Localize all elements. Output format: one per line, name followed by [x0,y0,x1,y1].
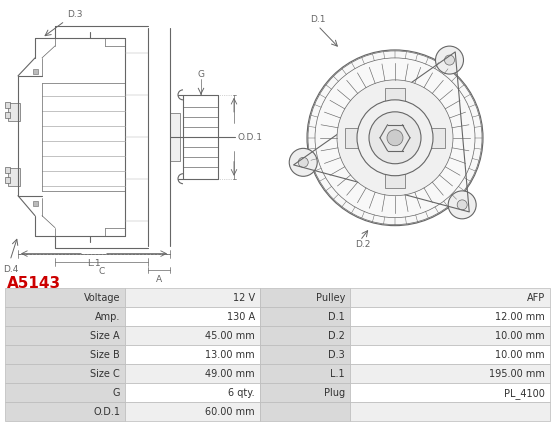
Bar [125,402,260,421]
Text: Size A: Size A [90,331,120,341]
Text: Pulley: Pulley [316,293,345,303]
Text: D.2: D.2 [328,331,345,341]
Circle shape [387,131,403,146]
Bar [350,288,550,307]
Text: 130 A: 130 A [227,312,255,321]
Circle shape [307,51,483,226]
Text: PL_4100: PL_4100 [504,387,545,398]
Bar [260,288,350,307]
Bar [5,383,125,402]
Bar [260,402,350,421]
Text: D.3: D.3 [328,350,345,360]
Text: Amp.: Amp. [95,312,120,321]
Bar [125,326,260,345]
Text: Size B: Size B [90,350,120,360]
Bar [350,364,550,383]
Text: G: G [113,388,120,398]
Text: 12 V: 12 V [233,293,255,303]
Bar [8,104,20,121]
Text: 49.00 mm: 49.00 mm [206,369,255,378]
Text: D.1: D.1 [310,15,325,24]
Text: L.1: L.1 [330,369,345,378]
Bar [260,383,350,402]
Bar [125,288,260,307]
Bar [260,345,350,364]
Bar [5,307,125,326]
Circle shape [436,47,464,75]
Bar [350,345,550,364]
Text: A: A [156,274,162,283]
Bar [350,326,550,345]
Text: 10.00 mm: 10.00 mm [496,331,545,341]
Text: D.2: D.2 [355,239,370,248]
Bar [125,383,260,402]
Polygon shape [385,146,405,188]
Bar [8,168,20,186]
Text: 60.00 mm: 60.00 mm [206,406,255,417]
Bar [350,402,550,421]
Text: 12.00 mm: 12.00 mm [495,312,545,321]
Bar [33,201,38,206]
Circle shape [298,158,308,168]
Bar [350,307,550,326]
Bar [5,345,125,364]
Bar [33,70,38,75]
Text: 13.00 mm: 13.00 mm [206,350,255,360]
Circle shape [357,101,433,177]
Bar [5,102,10,109]
Bar [125,345,260,364]
Text: Size C: Size C [90,369,120,378]
Text: L.1: L.1 [87,258,101,267]
Text: O.D.1: O.D.1 [237,133,262,142]
Bar [5,167,10,173]
Text: 6 qty.: 6 qty. [228,388,255,398]
Circle shape [445,56,455,66]
Bar [5,326,125,345]
Bar [125,364,260,383]
Text: 10.00 mm: 10.00 mm [496,350,545,360]
Text: G: G [198,70,204,79]
Bar [5,364,125,383]
Circle shape [337,81,453,196]
Polygon shape [385,88,405,131]
Text: AFP: AFP [527,293,545,303]
Circle shape [457,201,467,210]
Text: O.D.1: O.D.1 [93,406,120,417]
Text: D.1: D.1 [328,312,345,321]
Text: 195.00 mm: 195.00 mm [489,369,545,378]
Bar [5,288,125,307]
Text: D.4: D.4 [3,264,18,273]
Text: D.3: D.3 [67,10,82,19]
Circle shape [289,149,317,177]
Text: C: C [99,266,105,275]
Text: A5143: A5143 [7,275,61,290]
Bar [350,383,550,402]
Bar [125,307,260,326]
Bar [5,402,125,421]
Text: 45.00 mm: 45.00 mm [206,331,255,341]
Bar [260,364,350,383]
Bar [5,177,10,183]
Polygon shape [345,128,387,148]
Text: Plug: Plug [324,388,345,398]
Polygon shape [403,128,445,148]
Bar [260,307,350,326]
Bar [170,113,180,161]
Bar [260,326,350,345]
Circle shape [369,113,421,164]
Circle shape [448,191,476,219]
Bar [5,113,10,119]
Text: Voltage: Voltage [83,293,120,303]
